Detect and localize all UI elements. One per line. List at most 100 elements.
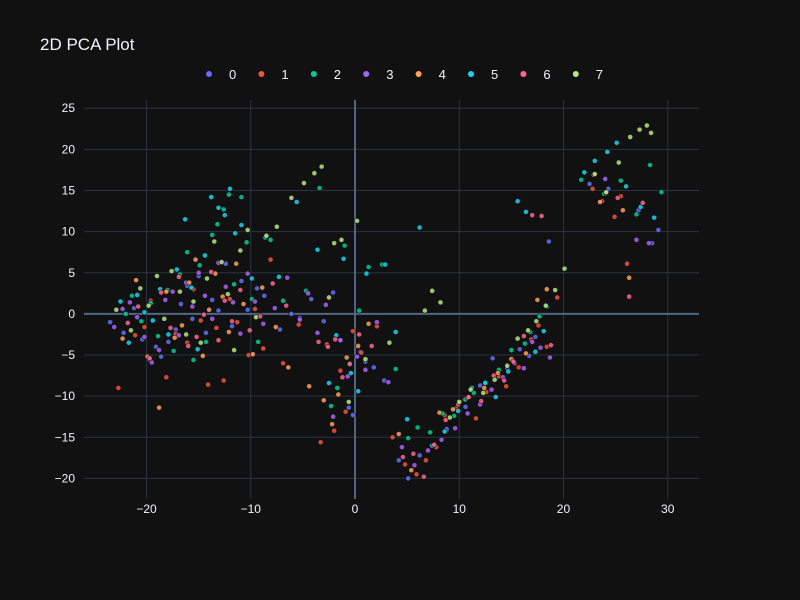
data-point xyxy=(284,274,291,281)
data-point xyxy=(363,270,370,277)
data-point xyxy=(306,383,313,390)
data-point xyxy=(175,332,182,339)
data-point xyxy=(338,236,345,243)
data-point xyxy=(185,343,192,349)
data-point xyxy=(477,382,484,389)
data-point xyxy=(408,467,415,474)
data-point xyxy=(237,287,244,293)
data-point xyxy=(331,427,338,434)
data-point xyxy=(229,323,235,330)
data-point xyxy=(240,301,247,307)
data-point xyxy=(627,134,634,140)
data-point xyxy=(231,347,238,353)
data-point xyxy=(382,261,389,268)
data-point xyxy=(224,291,231,298)
data-point xyxy=(591,157,598,164)
legend-item-6[interactable]: 6 xyxy=(520,67,551,82)
data-point xyxy=(514,335,521,342)
data-point xyxy=(204,275,210,282)
data-point xyxy=(176,288,183,295)
legend-item-3[interactable]: 3 xyxy=(363,67,393,82)
legend-item-2[interactable]: 2 xyxy=(310,67,341,82)
data-point xyxy=(337,367,344,374)
legend-item-1[interactable]: 1 xyxy=(258,67,289,82)
data-point xyxy=(170,348,177,354)
data-point xyxy=(280,360,286,367)
data-point xyxy=(126,299,133,306)
legend-item-4[interactable]: 4 xyxy=(415,67,446,82)
data-point xyxy=(325,343,331,350)
y-tick-label: 15 xyxy=(62,183,76,197)
data-point xyxy=(515,364,522,371)
data-point xyxy=(149,317,156,324)
data-point xyxy=(238,194,245,200)
data-point xyxy=(554,294,561,301)
data-point xyxy=(271,305,278,312)
data-point xyxy=(355,343,362,349)
data-point xyxy=(414,424,421,431)
legend-marker xyxy=(520,71,527,77)
y-tick-label: −20 xyxy=(55,471,76,485)
data-point xyxy=(402,461,408,468)
data-point xyxy=(202,292,208,299)
data-point xyxy=(246,327,253,334)
data-point xyxy=(267,256,274,263)
data-point xyxy=(547,354,553,361)
legend-marker xyxy=(572,71,579,77)
data-point xyxy=(639,199,646,206)
data-point xyxy=(392,329,399,335)
legend-marker xyxy=(206,71,212,77)
data-point xyxy=(113,306,120,313)
legend[interactable]: 0 1 2 3 4 5 6 7 xyxy=(206,67,603,82)
legend-label: 1 xyxy=(281,67,288,82)
data-point xyxy=(501,377,507,384)
data-point xyxy=(464,410,471,417)
data-point xyxy=(295,321,302,328)
data-point xyxy=(491,376,498,383)
data-point xyxy=(248,275,255,282)
y-tick-label: 0 xyxy=(68,307,75,321)
data-point xyxy=(425,447,431,454)
series-3 xyxy=(111,176,652,469)
data-point xyxy=(120,329,127,336)
series-1 xyxy=(115,185,630,478)
data-point xyxy=(171,334,178,341)
legend-item-7[interactable]: 7 xyxy=(572,67,603,82)
data-point xyxy=(480,389,487,396)
data-point xyxy=(633,236,640,243)
legend-label: 5 xyxy=(491,67,498,82)
data-point xyxy=(503,383,510,390)
legend-item-5[interactable]: 5 xyxy=(468,67,498,82)
data-point xyxy=(370,364,377,371)
data-point xyxy=(340,255,347,262)
data-point xyxy=(437,299,444,306)
data-point xyxy=(205,381,211,388)
data-point xyxy=(332,336,339,343)
y-gridlines xyxy=(84,107,699,479)
data-point xyxy=(117,298,124,305)
data-point xyxy=(405,435,412,442)
data-point xyxy=(186,279,193,286)
data-point xyxy=(168,268,175,275)
data-point xyxy=(362,366,369,373)
x-tick-label: 0 xyxy=(352,502,359,516)
data-point xyxy=(229,318,235,325)
legend-label: 4 xyxy=(439,67,446,82)
data-point xyxy=(255,338,261,345)
data-point xyxy=(455,408,462,414)
data-point xyxy=(227,185,233,192)
data-point xyxy=(165,331,172,338)
data-point xyxy=(260,345,267,352)
data-point xyxy=(199,352,206,359)
data-point xyxy=(192,256,199,263)
data-point xyxy=(285,364,292,371)
data-point xyxy=(581,169,588,176)
data-point xyxy=(374,319,380,326)
data-point xyxy=(209,232,216,238)
data-point xyxy=(492,394,499,400)
data-point xyxy=(520,365,527,372)
y-tick-label: −10 xyxy=(55,389,76,403)
legend-item-0[interactable]: 0 xyxy=(206,67,236,82)
data-point xyxy=(316,185,323,191)
data-point xyxy=(137,285,144,292)
